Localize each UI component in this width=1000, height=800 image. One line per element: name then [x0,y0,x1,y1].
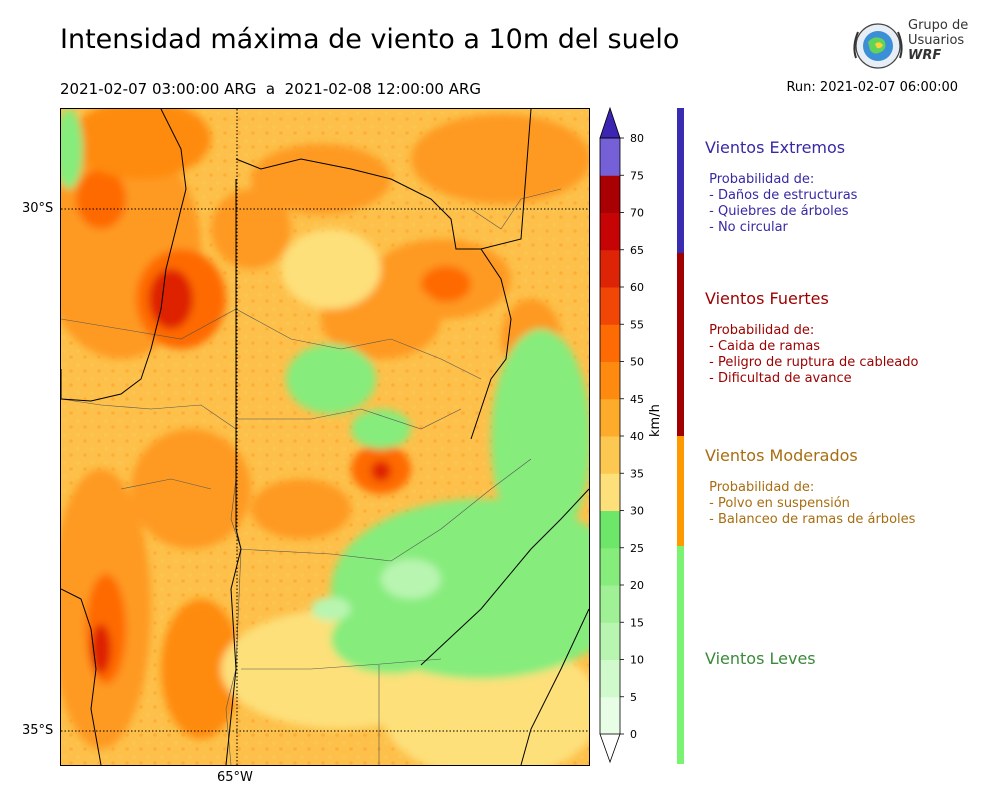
colorbar-bin [600,659,620,698]
colorbar-extend-high [599,106,621,139]
colorbar-tick-label: 20 [630,579,644,592]
colorbar-tick-label: 60 [630,281,644,294]
colorbar-tick-label: 50 [630,356,644,369]
category-title-fuertes: Vientos Fuertes [705,289,829,308]
colorbar-bin [600,324,620,362]
logo-text: Grupo de Usuarios WRF [908,18,968,63]
colorbar-tick-label: 75 [630,169,644,182]
colorbar-tick-label: 0 [630,728,637,741]
colorbar-extend-low [599,733,621,764]
strip-moderados [677,436,684,546]
category-desc-fuertes: Probabilidad de: - Caida de ramas - Peli… [709,323,919,386]
colorbar-tick-label: 35 [630,467,644,480]
colorbar-tick-label: 5 [630,691,637,704]
colorbar-bin [600,361,620,400]
lat-label-35s: 35°S [22,723,54,738]
colorbar-tick-label: 80 [630,132,644,145]
colorbar-tick-label: 10 [630,654,644,667]
colorbar-bin [600,287,620,325]
colorbar-bin [600,547,620,586]
date-range: 2021-02-07 03:00:00 ARG a 2021-02-08 12:… [60,80,482,98]
colorbar-tick-label: 65 [630,244,644,257]
colorbar-bin [600,175,620,213]
map-title: Intensidad máxima de viento a 10m del su… [60,24,680,55]
category-title-moderados: Vientos Moderados [705,446,858,465]
category-title-leves: Vientos Leves [705,649,816,668]
strip-extremos [677,108,684,253]
colorbar-bin [600,436,620,474]
category-desc-extremos: Probabilidad de: - Daños de estructuras … [709,172,858,235]
logo-line-1: Grupo de [908,18,969,33]
run-time: Run: 2021-02-07 06:00:00 [786,80,958,95]
lon-label-65w: 65°W [217,770,253,785]
colorbar-bin [600,473,620,511]
colorbar-tick-label: 25 [630,542,644,555]
colorbar-tick-label: 55 [630,318,644,331]
colorbar-bin [600,249,620,288]
wind-map [60,108,590,766]
colorbar-bin [600,398,620,437]
colorbar-unit: km/h [648,404,663,437]
strip-fuertes [677,253,684,436]
colorbar-tick-label: 40 [630,430,644,443]
strip-leves [677,546,684,764]
wrf-logo-icon [853,23,903,69]
colorbar-bin [600,696,620,735]
wind-field [61,109,589,765]
colorbar-bin [600,212,620,251]
lat-label-30s: 30°S [22,201,54,216]
colorbar-bin [600,585,620,623]
colorbar-tick-label: 45 [630,393,644,406]
colorbar-bin [600,510,620,549]
colorbar-bin [600,138,620,176]
colorbar-tick-label: 70 [630,207,644,220]
colorbar-bin [600,622,620,660]
colorbar: 0 5 10 15 20 25 30 35 40 45 50 55 60 65 70 75 80 [599,106,644,764]
colorbar-tick-label: 30 [630,505,644,518]
logo-line-2: Usuarios [908,33,965,48]
category-title-extremos: Vientos Extremos [705,138,846,157]
category-strip [677,108,684,764]
colorbar-tick-label: 15 [630,616,644,629]
logo-line-3: WRF [908,48,942,63]
category-desc-moderados: Probabilidad de: - Polvo en suspensión -… [709,480,916,527]
